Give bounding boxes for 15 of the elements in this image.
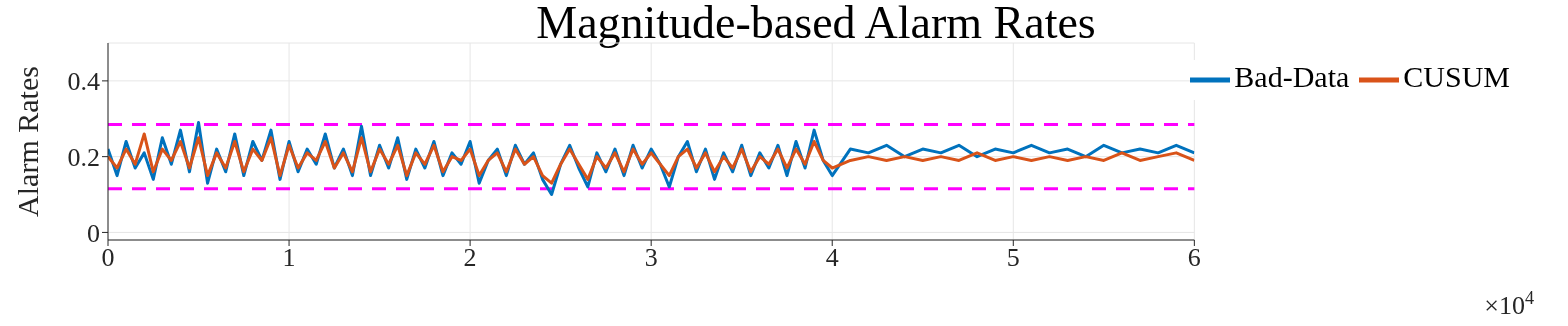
text: ×10$^{4}$ (1484, 288, 1534, 320)
y-tick-label: 0.2 (67, 142, 100, 172)
x-tick-label: 6 (1187, 243, 1201, 273)
legend-label: CUSUM (1403, 60, 1510, 93)
x-tick-label: 1 (282, 243, 296, 273)
x-tick-label: 2 (463, 243, 477, 273)
line-series (108, 132, 1195, 185)
x-tick-label: 5 (1006, 243, 1020, 273)
y-tick-label: 0 (87, 218, 100, 248)
x-tick-label: 3 (644, 243, 658, 273)
x-tick-label: 4 (825, 243, 839, 273)
y-axis-title: Alarm Rates (11, 66, 44, 217)
chart-title: Magnitude-based Alarm Rates (535, 0, 1097, 48)
legend-label: Bad-Data (1234, 60, 1350, 93)
y-tick-label: 0.4 (67, 67, 100, 97)
